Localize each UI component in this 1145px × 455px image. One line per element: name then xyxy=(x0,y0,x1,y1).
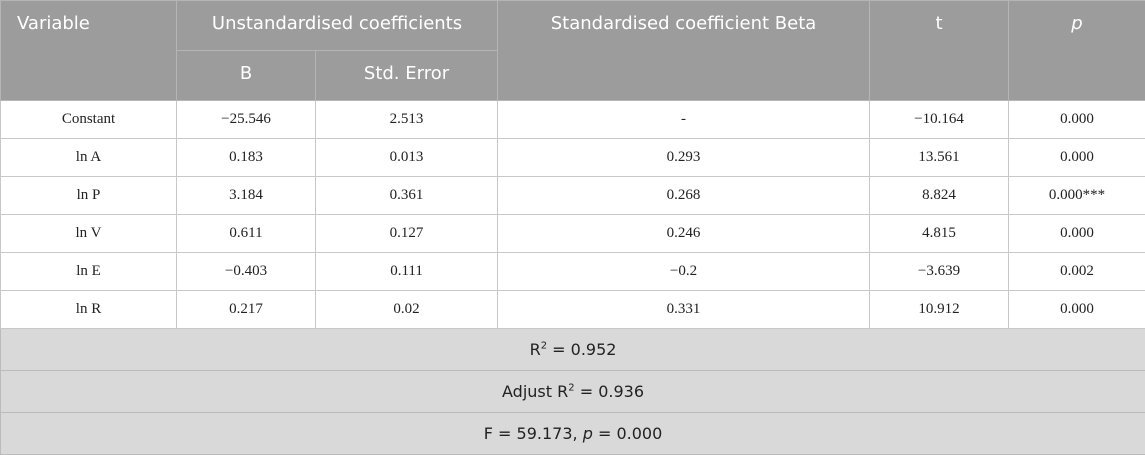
body-cell: −0.403 xyxy=(177,253,316,291)
footer-text: = 0.936 xyxy=(575,382,644,401)
footer-text: F = 59.173, xyxy=(484,424,583,443)
footer-text: Adjust R xyxy=(502,382,568,401)
footer-text: = 0.000 xyxy=(593,424,662,443)
body-cell: 0.217 xyxy=(177,291,316,329)
footer-cell: R2 = 0.952 xyxy=(1,329,1145,371)
body-cell: 0.331 xyxy=(498,291,870,329)
body-cell: 13.561 xyxy=(870,139,1009,177)
footer-row: Adjust R2 = 0.936 xyxy=(1,371,1145,413)
body-cell: 8.824 xyxy=(870,177,1009,215)
body-cell: −25.546 xyxy=(177,101,316,139)
body-cell: ln A xyxy=(1,139,177,177)
footer-row: R2 = 0.952 xyxy=(1,329,1145,371)
body-cell: 0.000 xyxy=(1009,101,1145,139)
header-cell: Standardised coefficient Beta xyxy=(498,1,870,101)
body-cell: ln R xyxy=(1,291,177,329)
body-cell: −3.639 xyxy=(870,253,1009,291)
body-cell: 3.184 xyxy=(177,177,316,215)
header-cell: p xyxy=(1009,1,1145,101)
body-cell: −0.2 xyxy=(498,253,870,291)
footer-row: F = 59.173, p = 0.000 xyxy=(1,413,1145,455)
header-cell: Variable xyxy=(1,1,177,101)
body-cell: 2.513 xyxy=(316,101,498,139)
body-cell: 10.912 xyxy=(870,291,1009,329)
body-cell: 0.000 xyxy=(1009,291,1145,329)
body-cell: 0.611 xyxy=(177,215,316,253)
header-row: Variable Unstandardised coefficients Sta… xyxy=(1,1,1145,51)
body-cell: 4.815 xyxy=(870,215,1009,253)
header-cell: Std. Error xyxy=(316,51,498,101)
body-cell: - xyxy=(498,101,870,139)
body-cell: 0.000*** xyxy=(1009,177,1145,215)
body-cell: 0.183 xyxy=(177,139,316,177)
italic-symbol: p xyxy=(583,424,593,443)
body-cell: −10.164 xyxy=(870,101,1009,139)
body-cell: 0.361 xyxy=(316,177,498,215)
body-cell: 0.111 xyxy=(316,253,498,291)
header-cell: B xyxy=(177,51,316,101)
header-cell: Unstandardised coefficients xyxy=(177,1,498,51)
footer-text: = 0.952 xyxy=(547,340,616,359)
body-cell: 0.246 xyxy=(498,215,870,253)
body-cell: 0.002 xyxy=(1009,253,1145,291)
body-cell: 0.268 xyxy=(498,177,870,215)
body-cell: 0.02 xyxy=(316,291,498,329)
body-cell: Constant xyxy=(1,101,177,139)
body-cell: ln P xyxy=(1,177,177,215)
body-cell: 0.293 xyxy=(498,139,870,177)
header-cell: t xyxy=(870,1,1009,101)
body-cell: 0.000 xyxy=(1009,139,1145,177)
body-cell: ln V xyxy=(1,215,177,253)
body-cell: ln E xyxy=(1,253,177,291)
body-cell: 0.013 xyxy=(316,139,498,177)
body-cell: 0.000 xyxy=(1009,215,1145,253)
body-cell: 0.127 xyxy=(316,215,498,253)
footer-text: R xyxy=(530,340,541,359)
footer-cell: F = 59.173, p = 0.000 xyxy=(1,413,1145,455)
footer-cell: Adjust R2 = 0.936 xyxy=(1,371,1145,413)
